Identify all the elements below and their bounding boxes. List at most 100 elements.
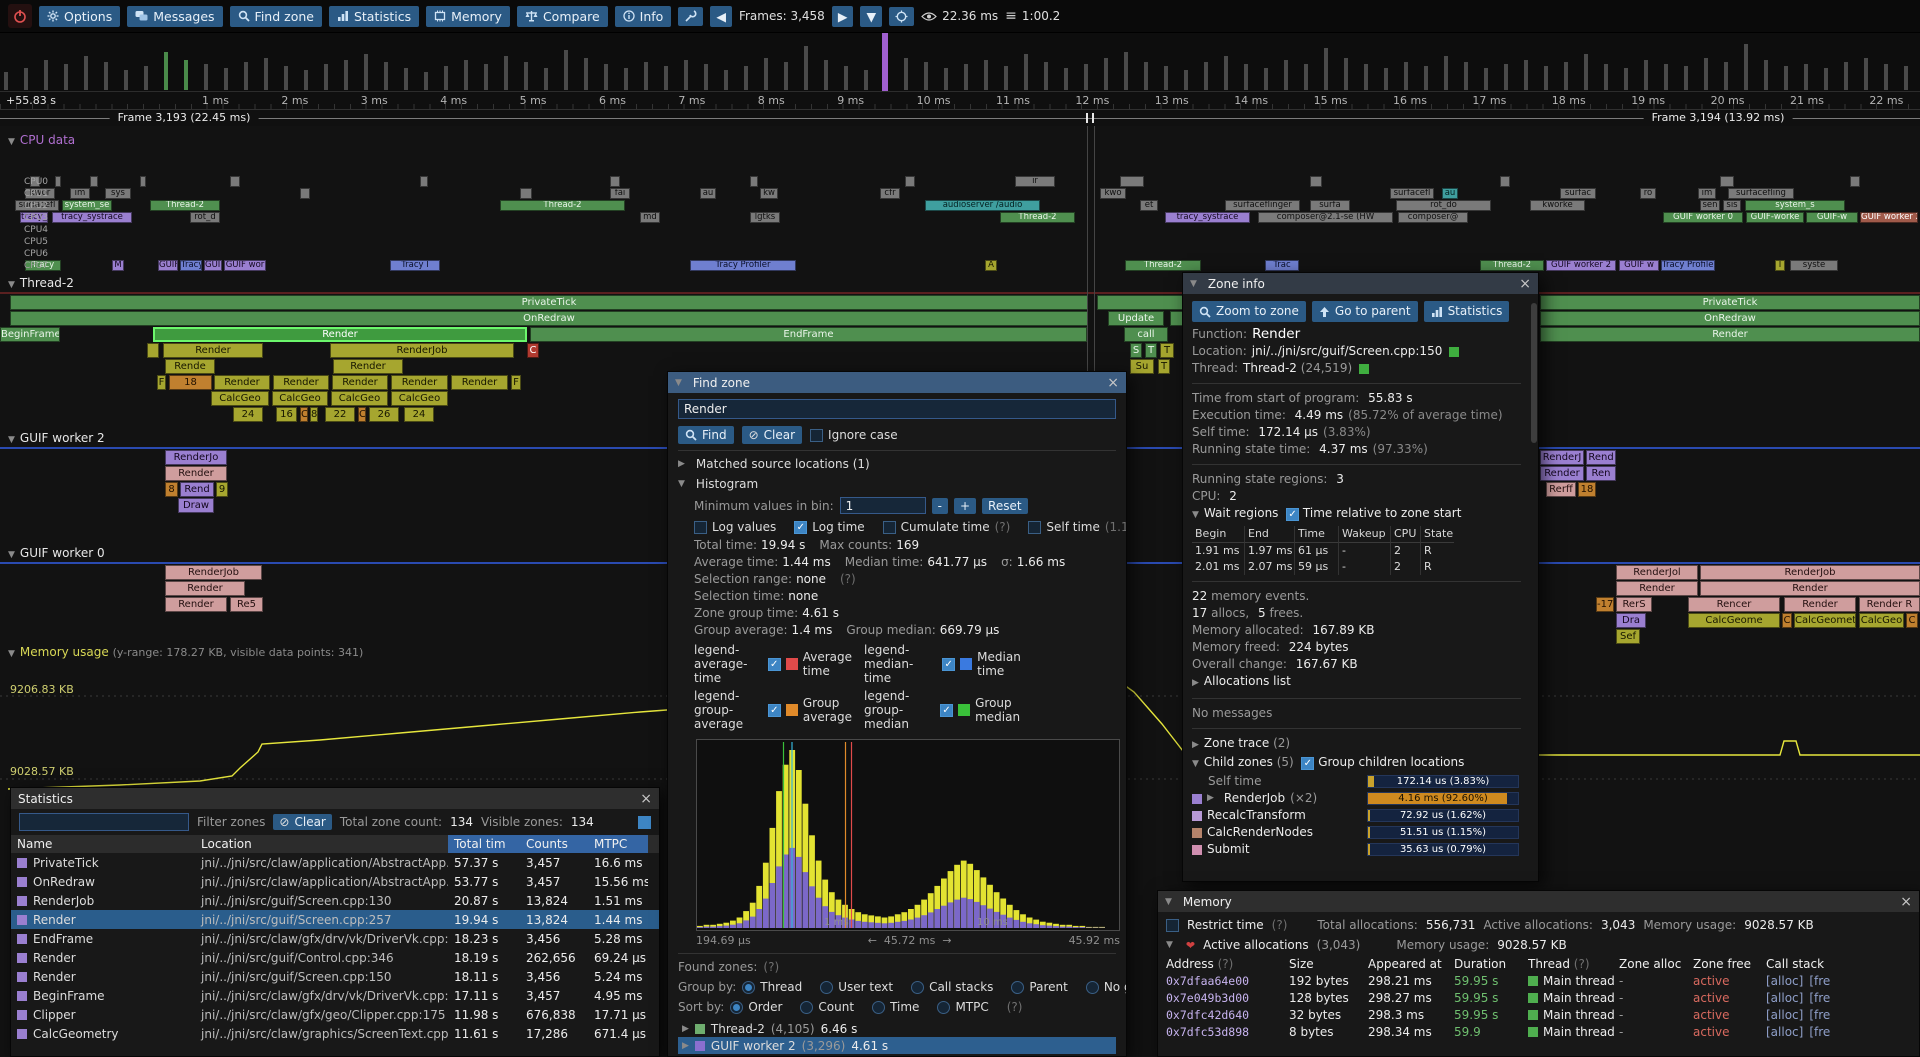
zone-render[interactable]: Render — [1700, 581, 1920, 596]
group-by-no-groupi[interactable]: No groupi — [1085, 980, 1126, 994]
stats-row-render[interactable]: Render jni/../jni/src/guif/Screen.cpp:257… — [11, 910, 659, 929]
collapse-icon[interactable]: ▼ — [8, 550, 15, 560]
stats-row-render[interactable]: Render jni/../jni/src/guif/Screen.cpp:150… — [11, 967, 659, 986]
zone-18[interactable]: 18 — [1578, 482, 1596, 497]
statistics-titlebar[interactable]: Statistics × — [11, 788, 659, 809]
checkbox[interactable]: ✓ — [940, 703, 954, 717]
zone-t[interactable]: T — [1160, 343, 1174, 358]
zone-endframe[interactable]: EndFrame — [530, 327, 1087, 342]
zone-re5[interactable]: Re5 — [230, 597, 263, 612]
zone-16[interactable]: 16 — [276, 407, 297, 422]
zone-lgtks[interactable]: lgtks — [750, 212, 780, 223]
alloc-address[interactable]: 0x7dfc53d898 — [1166, 1024, 1250, 1039]
toolbar-button-statistics[interactable]: Statistics — [328, 5, 420, 27]
zone-au[interactable]: au — [700, 188, 716, 199]
time-ruler[interactable]: +55.83 s 1 ms 2 ms 3 ms 4 ms 5 ms 6 ms 7 ms 8 m… — [0, 92, 1920, 110]
expand-icon[interactable]: ▶ — [1207, 793, 1214, 803]
zone-c[interactable]: C — [1782, 613, 1792, 628]
zone-24[interactable]: 24 — [404, 407, 434, 422]
zone-onredraw[interactable]: OnRedraw — [10, 311, 1088, 326]
zone-rot-d[interactable]: rot_d — [190, 212, 220, 223]
zone-tracy[interactable]: Tracy — [180, 260, 202, 271]
zone-f[interactable]: F — [157, 375, 166, 390]
close-icon[interactable]: × — [640, 790, 652, 807]
call-stack-link[interactable]: [fre — [1809, 1007, 1831, 1022]
zone-rend[interactable]: Rend — [180, 482, 214, 497]
toolbar-button-memory[interactable]: Memory — [426, 5, 510, 27]
zone-privatetick[interactable]: PrivateTick — [10, 295, 1088, 310]
collapse-icon[interactable]: ▼ — [678, 479, 685, 489]
group-by-call-stacks[interactable]: Call stacks — [911, 980, 993, 994]
stats-row-render[interactable]: Render jni/../jni/src/guif/Control.cpp:34… — [11, 948, 659, 967]
zone-i[interactable]: I — [1775, 260, 1785, 271]
power-button[interactable] — [8, 4, 32, 28]
thread-header-thread-2[interactable]: ▼ Thread-2 — [8, 276, 74, 290]
wait-regions-header[interactable]: ▼ Wait regions ✓ Time relative to zone st… — [1192, 505, 1521, 524]
relative-time-checkbox[interactable]: ✓ — [1286, 508, 1300, 521]
group-by-parent[interactable]: Parent — [1011, 980, 1068, 994]
zone-22[interactable]: 22 — [325, 407, 355, 422]
radio[interactable] — [1085, 980, 1099, 994]
found-group-thread-2[interactable]: ▶ Thread-2 (4,105) 6.46 s — [678, 1020, 1116, 1037]
child-zone-submit[interactable]: Submit 35.63 us (0.79%) — [1192, 841, 1521, 858]
frames-next-button[interactable]: ▶ — [831, 5, 854, 27]
zone-render[interactable]: Render — [332, 375, 388, 390]
collapse-icon[interactable]: ▼ — [8, 435, 15, 445]
zone-privatetick[interactable]: PrivateTick — [1540, 295, 1920, 310]
zone-8[interactable]: 8 — [310, 407, 318, 422]
zone-thread-2[interactable]: Thread-2 — [1480, 260, 1544, 271]
memory-usage-header[interactable]: ▼ Memory usage (y-range: 178.27 KB, visib… — [8, 645, 363, 659]
close-icon[interactable]: × — [1900, 893, 1912, 910]
zone-sys[interactable]: sys — [105, 188, 131, 199]
toolbar-button-messages[interactable]: Messages — [127, 5, 223, 27]
ignore-case-option[interactable]: Ignore case — [810, 428, 898, 442]
zone-tracy-systrace[interactable]: tracy_systrace — [1165, 212, 1250, 223]
stats-row-calcgeometry[interactable]: CalcGeometry jni/../jni/src/claw/graphics… — [11, 1024, 659, 1043]
toolbar-button-find-zone[interactable]: Find zone — [229, 5, 322, 27]
collapse-icon[interactable]: ▼ — [1190, 278, 1197, 289]
zone-18[interactable]: 18 — [169, 375, 212, 390]
column-header-duration[interactable]: Duration — [1454, 957, 1528, 971]
zone-sis[interactable]: sis — [1723, 200, 1741, 211]
zone-system-s[interactable]: system_s — [1745, 200, 1845, 211]
zone-tracy-sy[interactable]: tracy_sy — [20, 212, 48, 223]
zone-kworke[interactable]: kworke — [1530, 200, 1585, 211]
call-stack-link[interactable]: [alloc] — [1766, 990, 1804, 1005]
zone-block[interactable] — [520, 188, 532, 199]
zoom-fit-button[interactable] — [889, 6, 915, 26]
zone-su[interactable]: Su — [1130, 359, 1154, 374]
clear-button[interactable]: ⊘ Clear — [741, 426, 803, 444]
column-header-call-stack[interactable]: Call stack — [1766, 957, 1911, 971]
zone-draw[interactable]: Draw — [178, 498, 214, 513]
zone-dra[interactable]: Dra — [1616, 613, 1646, 628]
collapse-icon[interactable]: ▼ — [1192, 759, 1199, 769]
zone-render[interactable]: Render — [1784, 597, 1856, 612]
zone-17[interactable]: -17 — [1596, 597, 1614, 612]
zone-kwor[interactable]: kwor — [25, 188, 55, 199]
allocation-row[interactable]: 0x7dfc53d898 8 bytes 298.34 ms 59.9 Main thr… — [1166, 1023, 1911, 1040]
stats-row-privatetick[interactable]: PrivateTick jni/../jni/src/claw/applicati… — [11, 853, 659, 872]
toolbar-button-options[interactable]: Options — [39, 5, 121, 27]
frames-prev-button[interactable]: ◀ — [710, 5, 732, 27]
zone-surfaceflinger[interactable]: surfaceflinger — [1225, 200, 1300, 211]
radio[interactable] — [800, 1000, 814, 1014]
zone-im[interactable]: im — [1698, 188, 1716, 199]
allocation-row[interactable]: 0x7e049b3d00 128 bytes 298.27 ms 59.95 s Mai… — [1166, 989, 1911, 1006]
group-by-thread[interactable]: Thread — [742, 980, 802, 994]
zone-calcgeo[interactable]: CalcGeo — [272, 391, 328, 406]
zone-render[interactable]: Render — [165, 466, 227, 481]
zone-block[interactable] — [1310, 176, 1322, 187]
zone-renderjol[interactable]: RenderJol — [1616, 565, 1698, 580]
zone-block[interactable] — [140, 176, 146, 187]
zone-24[interactable]: 24 — [233, 407, 263, 422]
zone-render[interactable]: Render — [273, 375, 329, 390]
zone-f[interactable]: F — [511, 375, 521, 390]
zone-et[interactable]: et — [1140, 200, 1158, 211]
zone-ro[interactable]: ro — [1640, 188, 1656, 199]
zone-guif[interactable]: GUIF — [158, 260, 178, 271]
alloc-address[interactable]: 0x7dfaa64e00 — [1166, 973, 1250, 988]
zone-guif-wor[interactable]: GUIF wor — [224, 260, 266, 271]
zone-tracy-i[interactable]: Tracy I — [390, 260, 440, 271]
zone-calcgeo[interactable]: CalcGeo — [331, 391, 388, 406]
